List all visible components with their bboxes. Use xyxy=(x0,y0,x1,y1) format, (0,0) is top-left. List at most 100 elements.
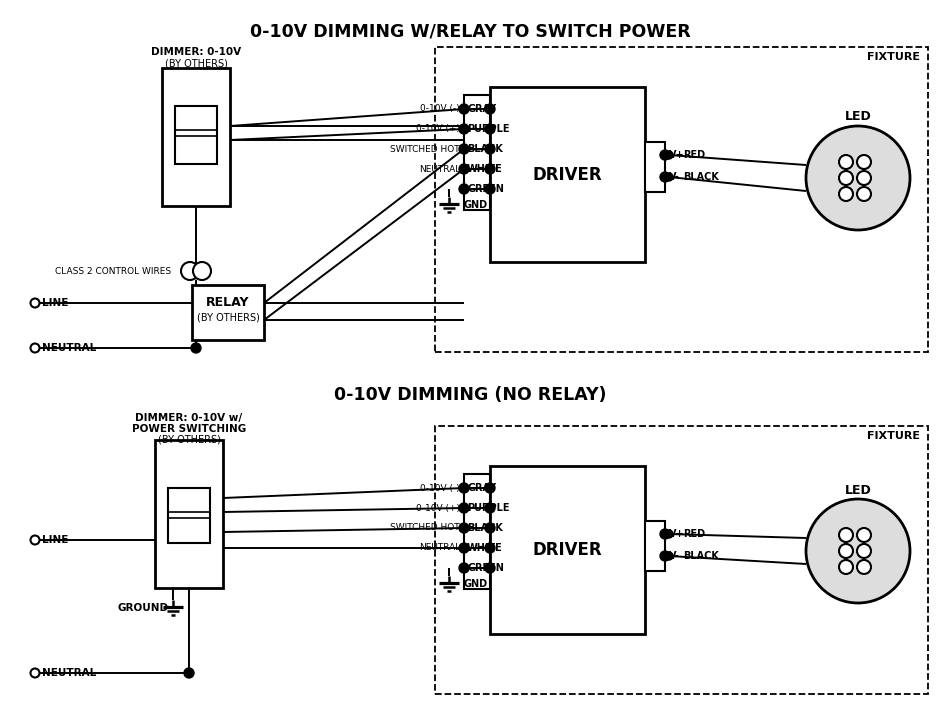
Text: 0-10V (+): 0-10V (+) xyxy=(416,503,460,513)
Text: (BY OTHERS): (BY OTHERS) xyxy=(196,313,259,323)
Text: GREEN: GREEN xyxy=(467,563,504,573)
Text: WHITE: WHITE xyxy=(467,164,503,174)
Circle shape xyxy=(459,144,469,154)
Bar xyxy=(645,142,665,192)
Text: SWITCHED HOT: SWITCHED HOT xyxy=(390,523,460,532)
Text: PURPLE: PURPLE xyxy=(467,503,509,513)
Text: POWER SWITCHING: POWER SWITCHING xyxy=(132,424,246,434)
Bar xyxy=(435,47,928,352)
Circle shape xyxy=(660,551,670,561)
Circle shape xyxy=(459,124,469,134)
Circle shape xyxy=(191,343,201,353)
Circle shape xyxy=(839,155,853,169)
Text: V+: V+ xyxy=(669,529,684,539)
Circle shape xyxy=(660,150,670,160)
Circle shape xyxy=(665,530,673,538)
Circle shape xyxy=(660,529,670,539)
Circle shape xyxy=(857,528,871,542)
Circle shape xyxy=(459,543,469,553)
Text: GREEN: GREEN xyxy=(467,184,504,194)
Circle shape xyxy=(485,144,495,154)
Text: 0-10V (-): 0-10V (-) xyxy=(420,484,460,492)
Circle shape xyxy=(30,668,39,678)
Circle shape xyxy=(485,503,495,513)
Circle shape xyxy=(485,104,495,114)
Text: GND: GND xyxy=(464,200,488,210)
Text: LINE: LINE xyxy=(42,298,69,308)
Circle shape xyxy=(839,528,853,542)
Circle shape xyxy=(459,483,469,493)
Circle shape xyxy=(184,668,194,678)
Bar xyxy=(175,106,217,164)
Circle shape xyxy=(485,543,495,553)
Text: 0-10V DIMMING W/RELAY TO SWITCH POWER: 0-10V DIMMING W/RELAY TO SWITCH POWER xyxy=(250,22,690,40)
Text: NEUTRAL: NEUTRAL xyxy=(42,668,96,678)
Circle shape xyxy=(806,499,910,603)
Circle shape xyxy=(857,187,871,201)
Circle shape xyxy=(459,184,469,194)
Text: GROUND: GROUND xyxy=(118,603,169,613)
Circle shape xyxy=(485,563,495,573)
Circle shape xyxy=(839,560,853,574)
Circle shape xyxy=(459,503,469,513)
Text: V-: V- xyxy=(669,172,680,182)
Circle shape xyxy=(806,126,910,230)
Bar xyxy=(435,426,928,694)
Text: NEUTRAL: NEUTRAL xyxy=(42,343,96,353)
Text: 0-10V (-): 0-10V (-) xyxy=(420,104,460,114)
Text: V+: V+ xyxy=(669,150,684,160)
Text: RED: RED xyxy=(683,150,705,160)
Bar xyxy=(464,95,490,210)
Circle shape xyxy=(485,523,495,533)
Circle shape xyxy=(665,552,673,560)
Circle shape xyxy=(193,262,211,280)
Bar xyxy=(192,285,264,340)
Circle shape xyxy=(839,544,853,558)
Text: BLACK: BLACK xyxy=(467,144,503,154)
Text: (BY OTHERS): (BY OTHERS) xyxy=(164,58,227,68)
Circle shape xyxy=(30,536,39,544)
Text: DRIVER: DRIVER xyxy=(533,541,603,559)
Text: NEUTRAL: NEUTRAL xyxy=(418,544,460,552)
Bar xyxy=(490,466,645,634)
Circle shape xyxy=(30,298,39,308)
Circle shape xyxy=(857,560,871,574)
Circle shape xyxy=(459,523,469,533)
Text: V-: V- xyxy=(669,551,680,561)
Circle shape xyxy=(485,124,495,134)
Text: LED: LED xyxy=(845,111,871,124)
Bar xyxy=(155,440,223,588)
Text: BLACK: BLACK xyxy=(467,523,503,533)
Circle shape xyxy=(857,155,871,169)
Text: WHITE: WHITE xyxy=(467,543,503,553)
Bar xyxy=(490,87,645,262)
Circle shape xyxy=(665,173,673,181)
Text: DRIVER: DRIVER xyxy=(533,166,603,183)
Text: CLASS 2 CONTROL WIRES: CLASS 2 CONTROL WIRES xyxy=(55,266,171,276)
Text: BLACK: BLACK xyxy=(683,551,719,561)
Bar xyxy=(162,68,230,206)
Text: 0-10V DIMMING (NO RELAY): 0-10V DIMMING (NO RELAY) xyxy=(334,386,606,404)
Circle shape xyxy=(660,172,670,182)
Circle shape xyxy=(665,151,673,159)
Text: DIMMER: 0-10V w/: DIMMER: 0-10V w/ xyxy=(135,413,243,423)
Circle shape xyxy=(857,171,871,185)
Circle shape xyxy=(459,164,469,174)
Text: (BY OTHERS): (BY OTHERS) xyxy=(158,435,221,445)
Text: LED: LED xyxy=(845,484,871,497)
Circle shape xyxy=(30,343,39,353)
Text: 0-10V (+): 0-10V (+) xyxy=(416,125,460,133)
Text: DIMMER: 0-10V: DIMMER: 0-10V xyxy=(151,47,241,57)
Text: PURPLE: PURPLE xyxy=(467,124,509,134)
Circle shape xyxy=(485,184,495,194)
Bar xyxy=(645,521,665,571)
Circle shape xyxy=(459,563,469,573)
Circle shape xyxy=(459,104,469,114)
Text: RED: RED xyxy=(683,529,705,539)
Text: GND: GND xyxy=(464,579,488,589)
Text: LINE: LINE xyxy=(42,535,69,545)
Text: RELAY: RELAY xyxy=(206,297,250,309)
Circle shape xyxy=(485,164,495,174)
Bar xyxy=(168,488,210,543)
Circle shape xyxy=(485,483,495,493)
